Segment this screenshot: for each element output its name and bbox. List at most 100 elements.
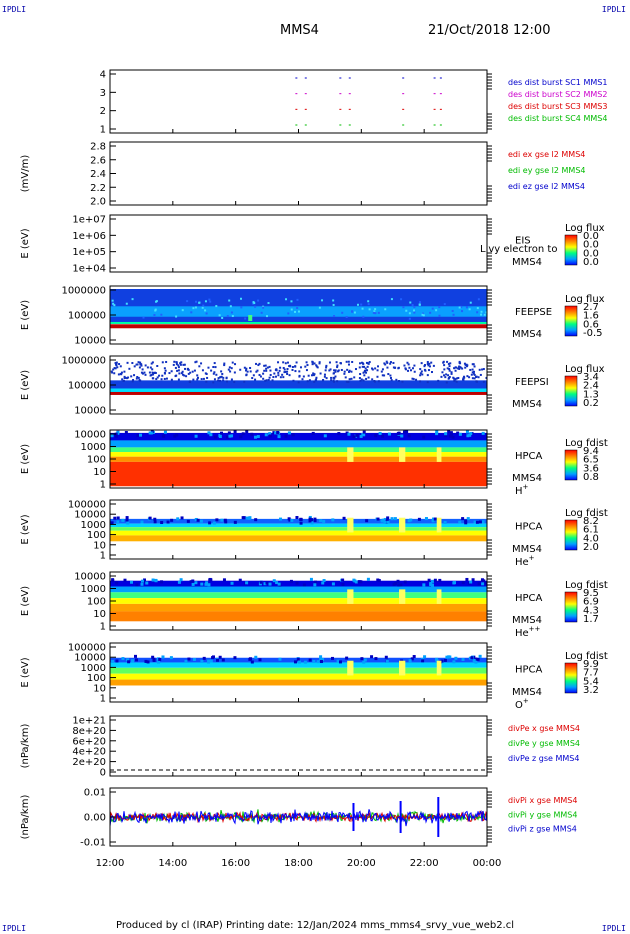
- feepsi-pixel: [407, 363, 410, 366]
- colorbar-tick-label: 1.3: [583, 389, 599, 400]
- hpca_h-pixel: [173, 434, 177, 438]
- feepsi-pixel: [149, 366, 152, 369]
- feepsi-pixel: [466, 364, 469, 367]
- feepsi-pixel: [227, 368, 230, 371]
- feepsi-pixel: [177, 364, 180, 367]
- hpca_h-pixel: [444, 434, 448, 438]
- feepsi-pixel: [257, 364, 260, 367]
- feepse-pixel: [405, 309, 408, 312]
- hpca_o-pixel: [121, 657, 125, 661]
- hpca_he2-pixel: [275, 581, 279, 585]
- feepsi-pixel: [346, 368, 349, 371]
- feepsi-pixel: [177, 369, 180, 372]
- feepsi-pixel: [348, 378, 351, 381]
- hpca_o-pixel: [216, 658, 220, 662]
- feepsi-pixel: [130, 375, 133, 378]
- corner-label-top-right: IPDLI: [601, 5, 626, 14]
- hpca_h-pixel: [225, 435, 229, 439]
- feepsi-pixel: [426, 381, 429, 384]
- feepsi-pixel: [268, 365, 271, 368]
- feepsi-pixel: [365, 377, 368, 380]
- feepse-pixel: [351, 310, 354, 313]
- feepsi-pixel: [420, 362, 423, 365]
- hpca_he2-pixel: [461, 581, 465, 585]
- y-tick-label: 0: [100, 768, 106, 779]
- hpca_h-pixel: [264, 433, 268, 437]
- feepse-pixel: [254, 305, 257, 308]
- corner-label-top-left: IPDLI: [2, 5, 27, 14]
- feepse-pixel: [142, 316, 145, 319]
- feepsi-spectrogram: [110, 360, 487, 395]
- hpca_o-pixel: [330, 656, 334, 660]
- feepsi-pixel: [455, 377, 458, 380]
- hpca_h-pixel: [163, 430, 167, 434]
- feepsi-pixel: [230, 367, 233, 370]
- y-axis-label: E (eV): [20, 300, 31, 330]
- hpca_he2-pixel: [194, 581, 198, 585]
- hpca_he2-pixel: [394, 581, 398, 585]
- colorbar: [564, 305, 578, 337]
- feepsi-pixel: [335, 361, 338, 364]
- hpca_he-pixel: [148, 516, 152, 520]
- hpca_o-pixel: [156, 660, 160, 664]
- feepse-pixel: [367, 300, 370, 303]
- feepse-pixel: [154, 309, 157, 312]
- hpca_he-pixel: [458, 520, 462, 524]
- hpca_he-pixel: [125, 516, 129, 520]
- hpca_o-pixel: [151, 655, 155, 659]
- feepsi-pixel: [471, 368, 474, 371]
- feepsi-pixel: [428, 365, 431, 368]
- hpca_h-pixel: [378, 431, 382, 435]
- hpca_he-pixel: [310, 521, 314, 525]
- hpca_h-pixel: [362, 433, 366, 437]
- hpca_he2-pixel: [341, 582, 345, 586]
- feepsi-pixel: [274, 375, 277, 378]
- feepse-pixel: [229, 305, 232, 308]
- feepse-pixel: [421, 313, 424, 316]
- hpca_he-pixel: [342, 516, 346, 520]
- feepsi-pixel: [340, 368, 343, 371]
- feepsi-pixel: [371, 378, 374, 381]
- hpca_h-pixel: [230, 434, 234, 438]
- hpca_he-pixel: [464, 519, 468, 523]
- hpca_h-pixel: [435, 430, 439, 434]
- colorbar-tick-label: 4.3: [583, 605, 599, 616]
- feepse-pixel: [113, 304, 116, 307]
- feepsi-pixel: [325, 364, 328, 367]
- feepsi-pixel: [423, 365, 426, 368]
- feepse-pixel: [112, 302, 115, 305]
- feepse-pixel: [190, 311, 193, 314]
- hpca_he-pixel: [464, 521, 468, 525]
- hpca_he2-pixel: [429, 583, 433, 587]
- feepsi-pixel: [328, 369, 331, 372]
- feepse-pixel: [290, 300, 293, 303]
- feepsi-pixel: [473, 373, 476, 376]
- hpca_he-pixel: [443, 521, 447, 525]
- feepse-pixel: [228, 299, 231, 302]
- hpca_he-pixel: [153, 517, 157, 521]
- hpca_he-pixel: [194, 517, 198, 521]
- feepsi-pixel: [367, 362, 370, 365]
- feepsi-pixel: [225, 376, 228, 379]
- feepse-pixel: [431, 307, 434, 310]
- feepsi-pixel: [254, 378, 257, 381]
- spacecraft-title: MMS4: [280, 23, 319, 38]
- feepse-pixel: [413, 311, 416, 314]
- hpca_o-pixel: [127, 660, 131, 664]
- feepsi-pixel: [126, 361, 129, 364]
- feepsi-pixel: [281, 373, 284, 376]
- feepsi-pixel: [182, 363, 185, 366]
- y-tick-label: 10: [93, 467, 106, 478]
- feepsi-pixel: [457, 367, 460, 370]
- y-tick-label: 1: [100, 125, 106, 136]
- feepsi-pixel: [139, 379, 142, 382]
- feepse-pixel: [201, 306, 204, 309]
- feepse-band-green: [110, 321, 487, 324]
- hpca_o-layer: [110, 667, 487, 674]
- feepsi-pixel: [137, 376, 140, 379]
- feepsi-pixel: [420, 370, 423, 373]
- feepse-pixel: [125, 302, 128, 305]
- hpca_he2-pixel: [259, 580, 263, 584]
- feepsi-band-red: [110, 391, 487, 395]
